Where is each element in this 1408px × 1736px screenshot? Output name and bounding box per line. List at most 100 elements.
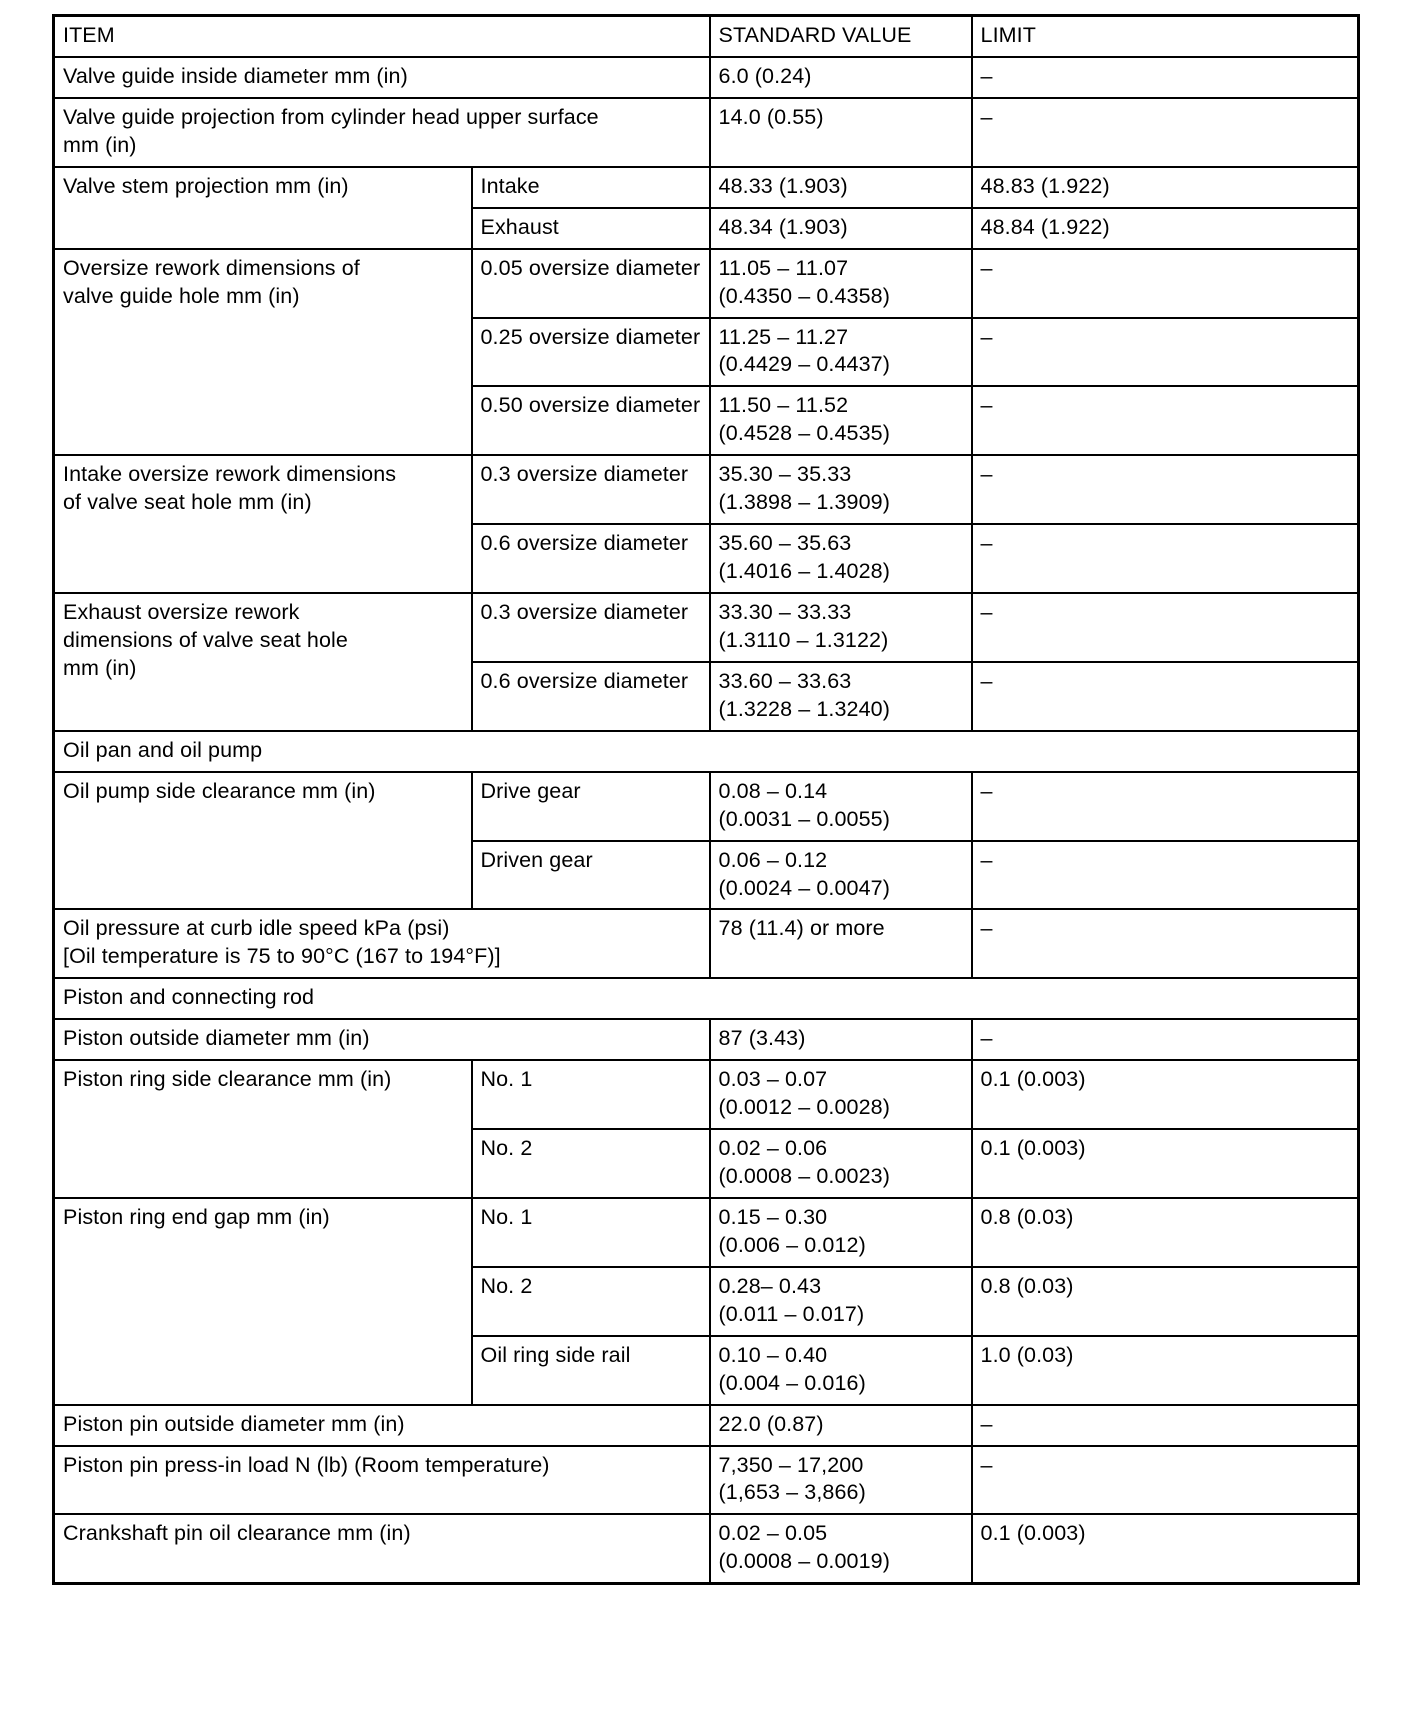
standard-value-cell: 0.28– 0.43 (0.011 – 0.017) <box>708 1265 973 1337</box>
value-line: (0.0008 – 0.0023) <box>718 1164 890 1188</box>
sub-item-label: No. 1 <box>470 1196 711 1268</box>
item-label: Intake oversize rework dimensions of valv… <box>52 454 473 594</box>
limit-value-cell: 0.1 (0.003) <box>970 1059 1360 1131</box>
item-label: Piston outside diameter mm (in) <box>52 1018 711 1062</box>
value-line: – <box>980 531 993 556</box>
item-line: Oil pump side clearance mm (in) <box>63 778 376 803</box>
section-title: Oil pan and oil pump <box>52 729 1360 773</box>
limit-value-cell: 0.1 (0.003) <box>970 1128 1360 1199</box>
limit-value-cell: 0.1 (0.003) <box>970 1513 1360 1585</box>
value-line: (0.0024 – 0.0047) <box>718 875 890 900</box>
value-line: 6.0 (0.24) <box>718 63 812 88</box>
limit-value-cell: 1.0 (0.03) <box>970 1334 1360 1406</box>
value-line: 48.83 (1.922) <box>980 173 1110 198</box>
limit-value-cell: – <box>970 908 1360 980</box>
value-line: (0.0031 – 0.0055) <box>718 806 890 831</box>
limit-value-cell: – <box>970 592 1360 663</box>
table-row: Exhaust 48.34 (1.903) 48.84 (1.922) <box>54 206 1360 250</box>
value-line: 0.02 – 0.05 <box>718 1521 828 1546</box>
sub-item-label: Drive gear <box>470 770 711 842</box>
item-line: Valve guide inside diameter mm (in) <box>63 63 408 88</box>
item-line: Oil pressure at curb idle speed kPa (psi… <box>63 916 450 941</box>
table-body: Valve guide inside diameter mm (in) 6.0 (… <box>52 55 1360 1585</box>
engine-specification-table: ITEM STANDARD VALUE LIMIT Valve guide in… <box>52 14 1361 1586</box>
value-line: 48.33 (1.903) <box>718 173 848 198</box>
value-line: – <box>980 668 993 693</box>
sub-item-label: 0.6 oversize diameter <box>470 660 711 732</box>
sub-item-label: 0.3 oversize diameter <box>470 592 711 663</box>
sub-item-label: Oil ring side rail <box>470 1334 711 1406</box>
limit-value-cell: – <box>970 660 1360 732</box>
sub-item-label: 0.25 oversize diameter <box>470 316 711 388</box>
item-label: Valve guide projection from cylinder hea… <box>52 96 711 168</box>
item-label: Oil pressure at curb idle speed kPa (psi… <box>52 908 711 980</box>
value-line: – <box>980 847 993 872</box>
item-line: Oversize rework dimensions of <box>63 255 360 280</box>
value-line: 0.10 – 0.40 <box>718 1342 828 1367</box>
standard-value-cell: 0.02 – 0.05 (0.0008 – 0.0019) <box>708 1513 973 1585</box>
table-row: Valve guide inside diameter mm (in) 6.0 (… <box>52 55 1360 99</box>
value-line: 11.50 – 11.52 <box>718 393 849 418</box>
value-line: 48.34 (1.903) <box>718 214 848 239</box>
item-label: Oversize rework dimensions of valve guide… <box>52 247 473 457</box>
standard-value-cell: 11.50 – 11.52 (0.4528 – 0.4535) <box>708 385 973 457</box>
section-header-row: Piston and connecting rod <box>52 977 1360 1021</box>
table-header: ITEM STANDARD VALUE LIMIT <box>52 14 1360 58</box>
value-line: (0.011 – 0.017) <box>718 1301 865 1326</box>
limit-value-cell: – <box>970 1403 1360 1447</box>
value-line: (1.4016 – 1.4028) <box>718 559 890 584</box>
value-line: 0.1 (0.003) <box>980 1521 1086 1546</box>
value-line: 0.1 (0.003) <box>980 1136 1086 1161</box>
value-line: (0.0012 – 0.0028) <box>718 1095 890 1120</box>
table-row: Piston outside diameter mm (in) 87 (3.43)… <box>52 1018 1360 1062</box>
sub-item-label: No. 2 <box>470 1128 711 1199</box>
value-line: 7,350 – 17,200 <box>718 1452 864 1477</box>
value-line: (0.4528 – 0.4535) <box>718 421 890 446</box>
item-line: of valve seat hole mm (in) <box>63 490 312 515</box>
value-line: – <box>980 104 993 129</box>
limit-value-cell: – <box>970 523 1360 594</box>
value-line: – <box>980 1452 993 1477</box>
item-line: mm (in) <box>63 132 137 157</box>
item-label: Piston pin outside diameter mm (in) <box>52 1403 711 1447</box>
table-row: No. 2 0.02 – 0.06 (0.0008 – 0.0023) 0.1 (0.… <box>54 1128 1360 1199</box>
standard-value-cell: 22.0 (0.87) <box>708 1403 973 1447</box>
table-row: Exhaust oversize rework dimensions of val… <box>52 592 1360 732</box>
table-row: 0.6 oversize diameter 35.60 – 35.63 (1.401… <box>54 523 1360 594</box>
limit-value-cell: 48.83 (1.922) <box>970 165 1360 209</box>
standard-value-cell: 0.06 – 0.12 (0.0024 – 0.0047) <box>708 839 973 911</box>
value-line: (1,653 – 3,866) <box>718 1480 866 1505</box>
table-row: 0.6 oversize diameter 33.60 – 33.63 (1.322… <box>54 660 1360 732</box>
header-row: ITEM STANDARD VALUE LIMIT <box>52 14 1360 58</box>
value-line: 0.15 – 0.30 <box>718 1204 828 1229</box>
table-row: Oil pressure at curb idle speed kPa (psi… <box>52 908 1360 980</box>
item-line: Piston pin outside diameter mm (in) <box>63 1411 405 1436</box>
value-line: – <box>980 63 993 88</box>
item-line: Piston ring side clearance mm (in) <box>63 1067 392 1092</box>
table-row: No. 2 0.28– 0.43 (0.011 – 0.017) 0.8 (0.03) <box>54 1265 1360 1337</box>
value-line: (1.3110 – 1.3122) <box>718 627 889 652</box>
table-row: Oil pump side clearance mm (in) Drive gea… <box>52 770 1360 911</box>
limit-value-cell: – <box>970 316 1360 388</box>
table-row: Driven gear 0.06 – 0.12 (0.0024 – 0.0047) – <box>54 839 1360 911</box>
value-line: 0.03 – 0.07 <box>718 1067 828 1092</box>
value-line: 11.25 – 11.27 <box>718 324 849 349</box>
value-line: 22.0 (0.87) <box>718 1411 824 1436</box>
item-line: Valve stem projection mm (in) <box>63 173 349 198</box>
standard-value-cell: 48.33 (1.903) <box>708 165 973 209</box>
item-label: Valve stem projection mm (in) <box>52 165 473 250</box>
value-line: (0.4350 – 0.4358) <box>718 283 890 308</box>
item-line: Piston pin press-in load N (lb) (Room te… <box>63 1452 550 1477</box>
value-line: 1.0 (0.03) <box>980 1342 1074 1367</box>
standard-value-cell: 0.03 – 0.07 (0.0012 – 0.0028) <box>708 1059 973 1131</box>
value-line: – <box>980 393 993 418</box>
standard-value-cell: 48.34 (1.903) <box>708 206 973 250</box>
item-label: Valve guide inside diameter mm (in) <box>52 55 711 99</box>
sub-item-label: Intake <box>470 165 711 209</box>
standard-value-cell: 87 (3.43) <box>708 1018 973 1062</box>
limit-value-cell: – <box>970 247 1360 319</box>
value-line: 33.60 – 33.63 <box>718 668 852 693</box>
table-row: Piston pin outside diameter mm (in) 22.0 … <box>52 1403 1360 1447</box>
value-line: 78 (11.4) or more <box>718 916 885 941</box>
standard-value-cell: 0.02 – 0.06 (0.0008 – 0.0023) <box>708 1128 973 1199</box>
